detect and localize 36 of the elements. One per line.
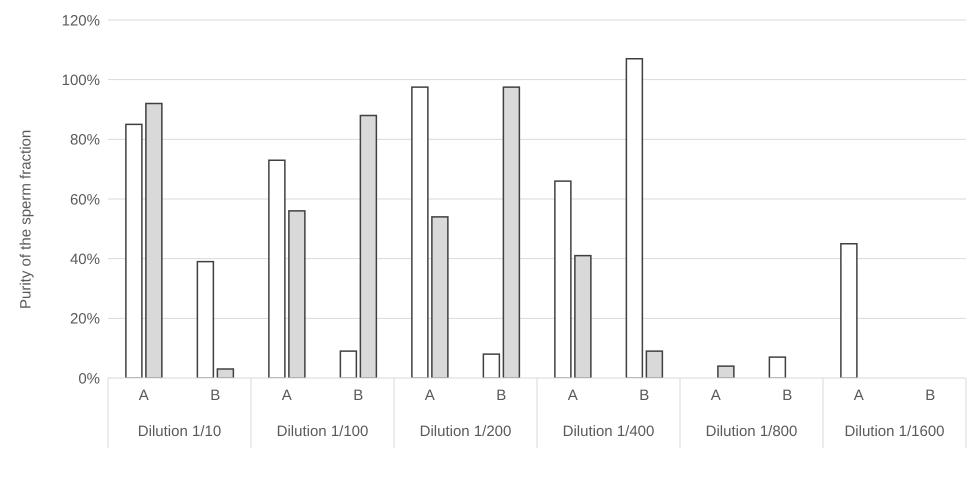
text: Dilution 1/200	[420, 423, 512, 440]
bar	[626, 58, 644, 378]
bar	[196, 260, 214, 378]
x-tick-label: B	[782, 387, 792, 404]
bar	[768, 356, 786, 378]
bar	[482, 353, 500, 378]
y-tick-label: 40%	[70, 250, 100, 268]
text: Dilution 1/400	[562, 423, 654, 440]
text: Dilution 1/100	[276, 423, 368, 440]
x-tick-label: B	[925, 387, 936, 404]
text: Dilution 1/1600	[844, 423, 945, 440]
x-tick-label: A	[282, 387, 292, 404]
text: Dilution 1/800	[706, 423, 798, 440]
x-tick-label: B	[639, 387, 650, 404]
x-tick-label: A	[568, 387, 578, 404]
x-tick-label: B	[353, 387, 364, 404]
x-tick-label: B	[210, 387, 220, 404]
y-axis-title: Purity of the sperm fraction	[17, 130, 34, 309]
y-tick-label: 0%	[78, 370, 100, 388]
x-tick-label: A	[854, 387, 864, 404]
y-tick-label: 80%	[70, 132, 100, 149]
x-tick-label: A	[424, 387, 435, 404]
bar	[125, 124, 143, 378]
bar	[840, 243, 858, 378]
bar	[268, 159, 286, 378]
x-tick-label: B	[496, 387, 506, 404]
bar	[411, 86, 429, 378]
text: Dilution 1/10	[138, 423, 222, 440]
y-tick-label: 100%	[62, 72, 100, 89]
bar	[554, 180, 572, 378]
y-tick-label: 120%	[62, 12, 100, 30]
y-tick-label: 60%	[70, 191, 100, 208]
bar	[340, 350, 358, 378]
x-tick-label: A	[138, 387, 149, 404]
x-tick-label: A	[710, 387, 721, 404]
y-tick-label: 20%	[70, 310, 100, 328]
